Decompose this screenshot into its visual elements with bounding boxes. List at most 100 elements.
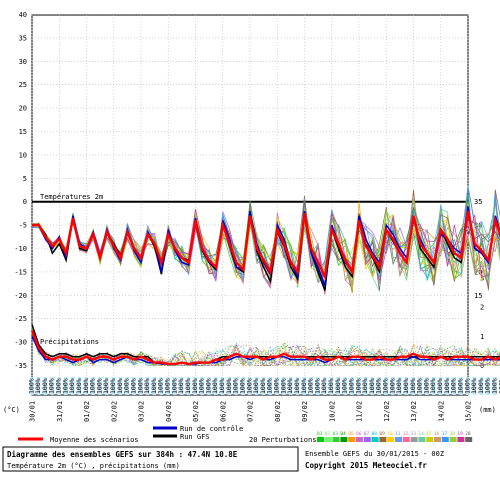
probability-cell xyxy=(43,377,48,395)
perturbation-precip-12 xyxy=(31,326,500,367)
probability-cell xyxy=(64,377,68,395)
series-precip-moyenne-des-sc-narios xyxy=(30,329,500,366)
probability-cell xyxy=(343,377,347,395)
probability-label: 100% xyxy=(395,378,403,394)
legend-perturbation-id: 20 xyxy=(465,431,471,437)
legend-perturbation-chip xyxy=(317,437,324,442)
legend-perturbation-chip xyxy=(332,437,340,442)
x-tick-label: 14/02 xyxy=(437,401,445,422)
probability-label: 100% xyxy=(211,378,219,394)
probability-label: 100% xyxy=(409,378,417,394)
probability-cell xyxy=(370,377,375,395)
probability-cell xyxy=(309,377,313,395)
probability-cell xyxy=(91,377,95,395)
probability-cell xyxy=(268,377,273,395)
probability-cell xyxy=(479,377,484,395)
x-tick-label: 10/02 xyxy=(328,401,336,422)
probability-label: 100% xyxy=(443,378,451,394)
legend-perturbation-chip xyxy=(418,437,426,442)
perturbation-precip-16 xyxy=(31,326,500,367)
legend-perturbation-chip xyxy=(363,437,371,442)
probability-cell xyxy=(213,377,218,395)
legend-perturbation-id: 01 xyxy=(317,431,323,437)
probability-label: 100% xyxy=(300,378,308,394)
probability-label: 100% xyxy=(116,378,124,394)
probability-label: 100% xyxy=(34,378,42,394)
legend-perturbation-id: 07 xyxy=(364,431,370,437)
probability-label: 100% xyxy=(375,378,383,394)
probability-label: 100% xyxy=(41,378,49,394)
probability-label: 100% xyxy=(245,378,253,394)
legend-perturbation-id: 18 xyxy=(450,431,456,437)
probability-cell xyxy=(145,377,150,395)
probability-label: 100% xyxy=(204,378,212,394)
probability-cell xyxy=(254,377,259,395)
probability-cell xyxy=(438,377,443,395)
legend-perturbation-chip xyxy=(356,437,363,442)
probability-label: 100% xyxy=(436,378,444,394)
probability-cell xyxy=(486,377,491,395)
y-tick-label-right: 15 xyxy=(474,292,482,300)
probability-cell xyxy=(84,377,89,395)
legend-perturbation-chip xyxy=(434,437,441,442)
probability-label: 100% xyxy=(463,378,471,394)
probability-label: 100% xyxy=(102,378,110,394)
y-tick-label-left: -30 xyxy=(14,339,27,347)
legend-perturbation-id: 17 xyxy=(442,431,448,437)
probability-cell xyxy=(241,377,245,395)
probability-label: 100% xyxy=(232,378,240,394)
legend-perturbation-chip xyxy=(371,437,379,442)
y-tick-label-left: 40 xyxy=(19,11,27,19)
probability-cell xyxy=(282,377,286,395)
x-tick-label: 09/02 xyxy=(301,401,309,422)
x-tick-label: 07/02 xyxy=(247,401,255,422)
probability-label: 100% xyxy=(402,378,410,394)
legend-perturbation-chip xyxy=(402,437,410,442)
legend-perturbation-id: 16 xyxy=(434,431,440,437)
legend-perturbation-chip xyxy=(387,437,395,442)
probability-cell xyxy=(350,377,354,395)
y-tick-label-left: -15 xyxy=(14,268,27,276)
probability-cell xyxy=(357,377,361,395)
probability-cell xyxy=(336,377,341,395)
probability-label: 100% xyxy=(109,378,117,394)
probability-label: 100% xyxy=(225,378,233,394)
legend-perturbation-id: 02 xyxy=(325,431,331,437)
probability-label: 100% xyxy=(61,378,69,394)
probability-label: 100% xyxy=(307,378,315,394)
x-tick-label: 11/02 xyxy=(356,401,364,422)
legend-perturbation-chip xyxy=(348,437,356,442)
x-tick-label: 06/02 xyxy=(219,401,227,422)
probability-cell xyxy=(166,377,170,395)
legend-perturbation-chip xyxy=(426,437,434,442)
probability-cell xyxy=(57,377,61,395)
y-tick-label-right: 30 xyxy=(474,222,482,230)
probability-cell xyxy=(397,377,402,395)
legend-mean-label: Moyenne des scénarios xyxy=(50,436,139,444)
y-tick-label-left: 10 xyxy=(19,151,27,159)
legend-perturbation-id: 14 xyxy=(418,431,424,437)
probability-label: 100% xyxy=(130,378,138,394)
probability-cell xyxy=(493,377,497,395)
x-tick-label: 15/02 xyxy=(465,401,473,422)
probability-label: 100% xyxy=(266,378,274,394)
probability-cell xyxy=(452,377,456,395)
probability-label: 100% xyxy=(239,378,247,394)
probability-label: 100% xyxy=(68,378,76,394)
x-tick-label: 08/02 xyxy=(274,401,282,422)
probability-cell xyxy=(70,377,75,395)
probability-label: 100% xyxy=(279,378,287,394)
probability-cell xyxy=(200,377,204,395)
probability-cell xyxy=(425,377,429,395)
probability-cell xyxy=(139,377,143,395)
probability-label: 100% xyxy=(170,378,178,394)
probability-label: 100% xyxy=(429,378,437,394)
legend-perturbation-chip xyxy=(410,437,418,442)
probability-cell xyxy=(220,377,225,395)
probability-label: 100% xyxy=(150,378,158,394)
legend-perturbation-chip xyxy=(324,437,332,442)
x-tick-label: 31/01 xyxy=(56,401,64,422)
probability-label: 100% xyxy=(184,378,192,394)
probability-label: 100% xyxy=(484,378,492,394)
